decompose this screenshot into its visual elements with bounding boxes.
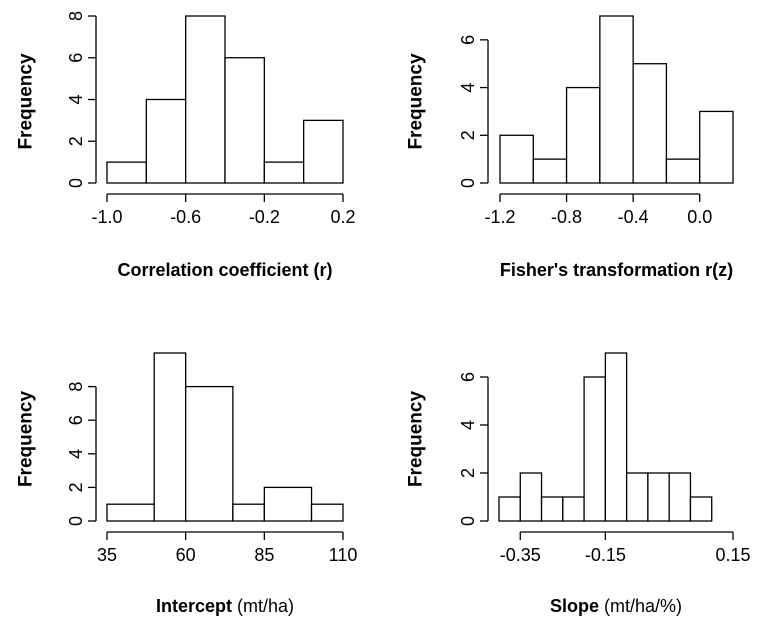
histogram-bar	[647, 472, 670, 522]
histogram-bar	[310, 503, 344, 522]
histogram-bar	[565, 86, 601, 184]
x-tick-label: -0.4	[618, 207, 649, 227]
y-tick-label: 6	[458, 372, 478, 382]
histogram-bar	[303, 119, 344, 184]
y-axis-title: Frequency	[406, 53, 427, 150]
histogram-panel-3: 0 2 4 6 8 35 60 85 110 Frequency Intercept (mt/ha)	[16, 352, 358, 616]
x-tick-label: -0.8	[551, 207, 582, 227]
histogram-bar	[498, 496, 521, 522]
y-tick-label: 2	[66, 136, 86, 146]
histogram-bar	[699, 110, 734, 184]
y-tick-label: 0	[66, 516, 86, 526]
histogram-bar	[153, 352, 187, 522]
y-axis-title: Frequency	[16, 53, 37, 150]
histogram-bar	[583, 376, 607, 522]
histogram-bar	[532, 158, 568, 184]
histogram-bar	[499, 134, 534, 184]
x-tick-label: 0.15	[715, 545, 750, 565]
histogram-bar	[665, 158, 701, 184]
x-tick-label: 110	[329, 545, 358, 565]
histogram-bar	[689, 496, 713, 522]
y-tick-label: 6	[66, 53, 86, 63]
y-tick-label: 2	[66, 482, 86, 492]
histogram-bar	[625, 472, 649, 522]
y-tick-label: 8	[66, 11, 86, 21]
histogram-bar	[599, 15, 634, 184]
histogram-bar	[263, 486, 313, 522]
y-tick-label: 0	[66, 178, 86, 188]
y-tick-label: 4	[458, 83, 478, 93]
y-axis-title: Frequency	[16, 391, 37, 488]
histogram-panel-1: 0 2 4 6 8 -1.0 -0.6 -0.2 0.2 Frequency Correlation…	[16, 11, 356, 280]
histogram-bar	[224, 57, 265, 184]
y-tick-label: 2	[458, 468, 478, 478]
histogram-bar	[668, 472, 692, 522]
histogram-bar	[604, 352, 628, 522]
y-tick-label: 4	[458, 420, 478, 430]
y-tick-label: 4	[66, 449, 86, 459]
histogram-bar	[106, 503, 155, 522]
y-tick-label: 6	[458, 35, 478, 45]
histogram-bar	[232, 503, 265, 522]
x-tick-label: -0.2	[249, 207, 280, 227]
y-tick-label: 4	[66, 94, 86, 104]
histogram-bar	[519, 472, 543, 522]
histogram-bar	[145, 98, 187, 184]
histogram-bar	[540, 496, 564, 522]
y-tick-label: 2	[458, 130, 478, 140]
x-tick-label: -1.2	[484, 207, 515, 227]
x-axis-title: Correlation coefficient (r)	[117, 260, 332, 280]
x-tick-label: 0.0	[687, 207, 712, 227]
histogram-bar	[632, 63, 668, 184]
histogram-panel-4: 0 2 4 6 -0.35 -0.15 0.15 Frequency Slope (mt/ha/…	[406, 352, 751, 616]
y-tick-label: 6	[66, 415, 86, 425]
x-tick-label: 60	[176, 545, 196, 565]
x-tick-label: 35	[97, 545, 117, 565]
x-tick-label: 0.2	[330, 207, 355, 227]
x-tick-label: -0.35	[500, 545, 541, 565]
x-axis-title: Intercept (mt/ha)	[156, 596, 294, 616]
histogram-bar	[263, 161, 305, 184]
x-tick-label: -1.0	[91, 207, 122, 227]
histogram-panel-2: 0 2 4 6 -1.2 -0.8 -0.4 0.0 Frequency Fisher's tra…	[406, 15, 734, 280]
x-tick-label: -0.6	[170, 207, 201, 227]
y-axis-title: Frequency	[406, 391, 427, 488]
histogram-bar	[185, 385, 234, 522]
x-axis-title: Slope (mt/ha/%)	[550, 596, 682, 616]
histogram-bar	[185, 15, 226, 184]
y-tick-label: 0	[458, 178, 478, 188]
x-tick-label: 85	[254, 545, 274, 565]
histogram-bar	[562, 496, 585, 522]
y-tick-label: 8	[66, 382, 86, 392]
x-tick-label: -0.15	[585, 545, 626, 565]
y-tick-label: 0	[458, 516, 478, 526]
histogram-bar	[106, 161, 147, 184]
x-axis-title: Fisher's transformation r(z)	[500, 260, 733, 280]
